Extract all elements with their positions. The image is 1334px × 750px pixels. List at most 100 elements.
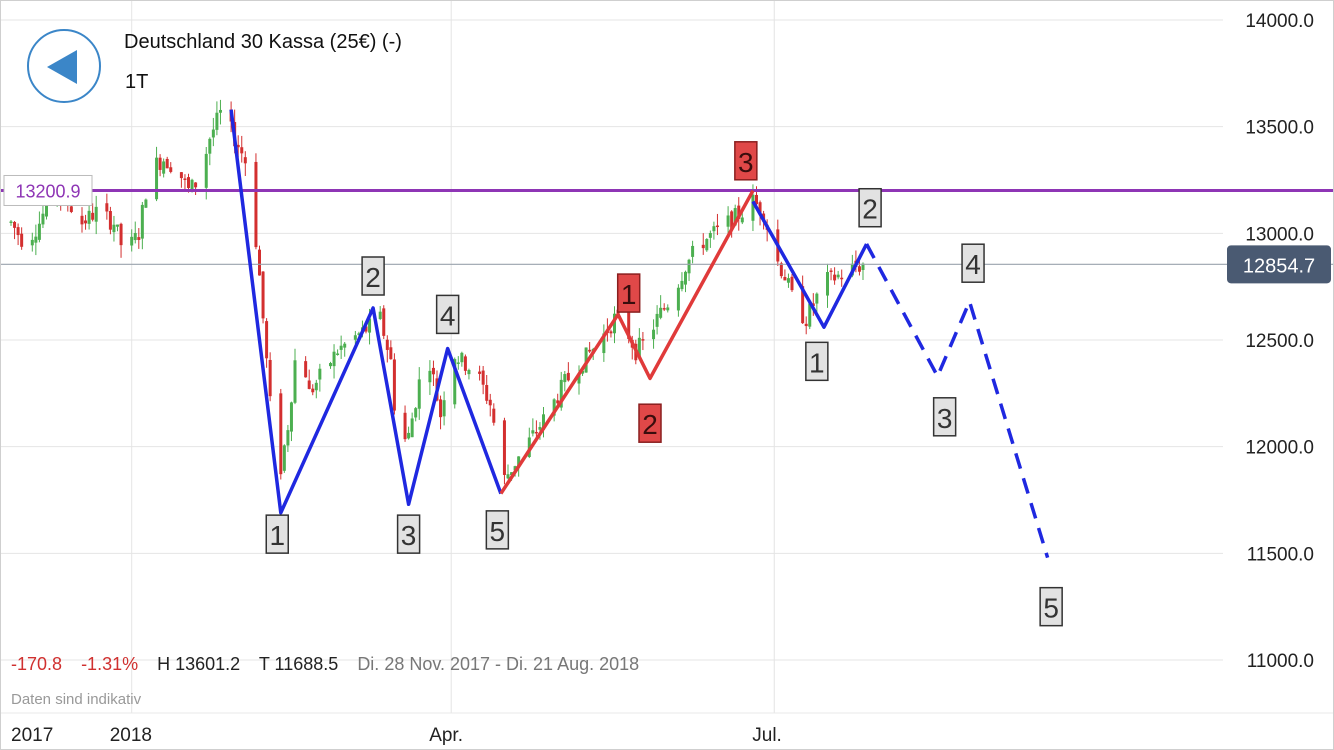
current-price-value: 12854.7 <box>1243 255 1315 277</box>
wave-label: 3 <box>401 520 417 551</box>
candle-body <box>261 271 265 319</box>
candle-body <box>826 272 829 296</box>
candle-body <box>652 329 656 340</box>
candle-body <box>758 202 762 215</box>
candle-body <box>478 371 482 374</box>
candle-body <box>506 474 510 479</box>
candle-body <box>808 303 812 327</box>
candle-body <box>534 431 538 434</box>
wave-label: 4 <box>965 249 981 280</box>
wave-label: 4 <box>440 300 456 331</box>
candle-body <box>861 263 865 270</box>
candle-body <box>684 271 687 285</box>
candle-body <box>304 361 308 378</box>
candle-body <box>666 307 670 311</box>
candle-body <box>566 372 570 381</box>
back-button[interactable] <box>27 29 101 103</box>
candle-body <box>80 215 84 225</box>
candle-body <box>119 223 123 246</box>
candle-body <box>84 220 88 224</box>
candle-body <box>726 215 730 227</box>
candle-body <box>215 112 219 130</box>
candle-body <box>431 367 435 375</box>
candle-body <box>407 432 411 439</box>
candle-body <box>676 287 680 311</box>
candle-body <box>169 167 173 172</box>
date-range: Di. 28 Nov. 2017 - Di. 21 Aug. 2018 <box>357 654 640 674</box>
candle-body <box>751 194 755 221</box>
wave-label: 2 <box>862 194 878 225</box>
wave-label: 5 <box>1043 593 1059 624</box>
candle-body <box>513 466 517 471</box>
y-tick-label: 13500.0 <box>1245 118 1314 139</box>
candle-body <box>364 326 368 332</box>
candle-body <box>659 307 663 318</box>
instrument-title: Deutschland 30 Kassa (25€) (-) <box>124 31 402 53</box>
candle-body <box>16 227 20 236</box>
candle-body <box>417 379 421 409</box>
candle-body <box>204 153 208 188</box>
candle-body <box>538 426 542 430</box>
candle-body <box>108 211 112 230</box>
candle-body <box>20 233 24 247</box>
wave-label: 3 <box>738 147 754 178</box>
candle-body <box>584 347 588 373</box>
candle-body <box>442 400 446 417</box>
wave-label-box <box>858 187 882 228</box>
candle-body <box>542 414 545 430</box>
candle-body <box>30 239 34 246</box>
candle-body <box>786 278 790 283</box>
candle-body <box>467 369 471 375</box>
candle-body <box>811 303 815 307</box>
x-tick-label: 2017 <box>11 725 53 746</box>
candle-body <box>279 393 283 475</box>
candle-body <box>779 263 783 277</box>
disclaimer-text: Daten sind indikativ <box>11 691 142 708</box>
wave-label-box <box>805 341 829 382</box>
candle-body <box>740 217 744 223</box>
candle-body <box>187 177 190 188</box>
candle-body <box>531 430 535 434</box>
candle-body <box>34 236 38 243</box>
candle-body <box>559 379 563 408</box>
candle-body <box>311 388 315 393</box>
y-tick-label: 14000.0 <box>1245 11 1314 32</box>
candle-body <box>428 370 432 383</box>
candle-body <box>258 249 261 276</box>
wave-label-box <box>734 141 758 181</box>
candle-body <box>662 308 666 310</box>
candle-body <box>133 233 137 241</box>
candle-body <box>144 199 148 208</box>
candle-body <box>368 318 372 333</box>
candle-body <box>336 353 340 355</box>
candle-body <box>836 274 840 278</box>
wave-label-box <box>485 510 510 550</box>
candle-body <box>840 277 844 280</box>
candle-body <box>687 259 691 274</box>
wave-label-box <box>1039 586 1063 627</box>
resistance-badge <box>3 174 93 206</box>
candle-body <box>208 138 212 154</box>
candle-body <box>403 412 407 440</box>
wave-label: 5 <box>490 516 506 547</box>
wave-label: 2 <box>365 262 381 293</box>
candle-body <box>641 339 645 341</box>
candle-body <box>357 333 361 335</box>
candle-body <box>218 109 222 113</box>
timeframe-label[interactable]: 1T <box>125 71 149 93</box>
candle-body <box>69 206 73 212</box>
candle-body <box>282 445 286 471</box>
y-tick-label: 12000.0 <box>1245 438 1314 459</box>
candle-body <box>730 211 734 230</box>
wave-label-box <box>435 294 460 335</box>
candle-body <box>492 408 496 423</box>
candle-body <box>588 349 592 352</box>
candle-body <box>105 203 109 212</box>
candle-body <box>389 347 393 360</box>
stats-bar: -170.8 -1.31% H 13601.2 T 11688.5 Di. 28… <box>11 654 653 675</box>
candle-body <box>552 399 556 416</box>
candle-body <box>613 313 616 334</box>
candle-body <box>382 308 386 336</box>
wave-label: 2 <box>642 409 658 440</box>
